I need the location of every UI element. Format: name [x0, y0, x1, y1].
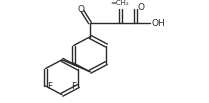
Text: OH: OH: [151, 19, 165, 28]
Text: F: F: [47, 82, 53, 91]
Text: O: O: [78, 5, 85, 14]
Text: O: O: [137, 3, 144, 12]
Text: =CH₂: =CH₂: [111, 0, 129, 6]
Text: F: F: [71, 82, 76, 91]
